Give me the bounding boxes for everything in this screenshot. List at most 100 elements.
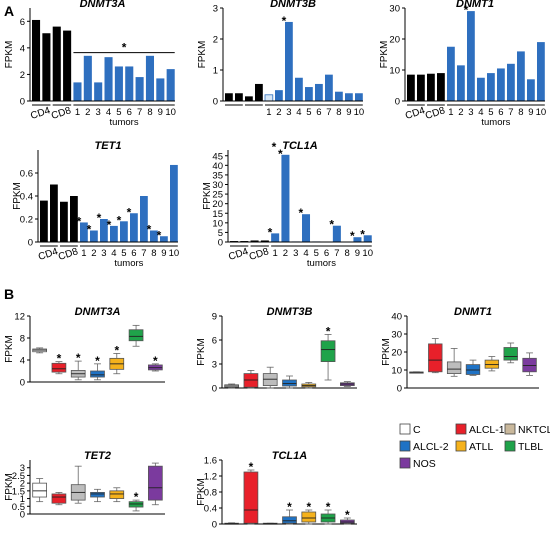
box-nos — [340, 381, 355, 387]
star-marker: * — [272, 140, 277, 154]
bar — [130, 213, 138, 242]
star-marker: * — [329, 218, 334, 232]
y-tick-label: 12 — [14, 312, 25, 323]
bar — [275, 90, 283, 101]
bar — [40, 200, 48, 242]
box-nos — [148, 462, 163, 506]
tumor-tick-label: 8 — [151, 248, 156, 259]
tumor-tick-label: 8 — [147, 107, 152, 118]
legend-item: C — [399, 423, 421, 436]
y-tick-label: 20 — [212, 199, 223, 210]
tumor-tick-label: 9 — [346, 107, 351, 118]
bar — [140, 196, 148, 242]
bar — [90, 230, 98, 242]
bar — [487, 73, 495, 101]
box-nktcl — [262, 522, 278, 525]
y-tick-label: 0 — [28, 238, 33, 249]
chart-title: TCL1A — [282, 140, 318, 152]
legend-label: ALCL-2 — [413, 441, 449, 453]
tumor-tick-label: 3 — [286, 107, 291, 118]
box-iqr — [282, 516, 297, 524]
box-iqr — [243, 471, 259, 524]
legend-label: TLBL — [518, 441, 543, 453]
y-tick-label: 45 — [212, 151, 223, 162]
bar — [527, 79, 535, 101]
legend-swatch — [399, 423, 411, 435]
bar — [285, 21, 293, 102]
tumor-tick-label: 10 — [536, 107, 547, 118]
box-tlbl — [320, 333, 336, 381]
box-alcl-2 — [282, 375, 297, 389]
bar — [120, 221, 128, 242]
y-tick-label: 15 — [212, 209, 223, 220]
chart-title: DNMT3A — [75, 306, 121, 318]
group-label: CD4 — [37, 246, 60, 263]
y-tick-label: 4 — [20, 356, 25, 367]
bar — [125, 66, 134, 101]
bar — [437, 73, 445, 101]
y-tick-label: 4 — [20, 43, 25, 54]
y-axis-label: FPKM — [202, 182, 213, 210]
star-marker: * — [107, 218, 112, 232]
group-label: CD4 — [404, 105, 427, 122]
star-marker: * — [134, 490, 139, 504]
bar — [295, 77, 303, 101]
tumor-tick-label: 3 — [96, 107, 101, 118]
y-tick-label: 0 — [20, 510, 25, 521]
tumor-tick-label: 6 — [127, 107, 132, 118]
y-tick-label: 1 — [20, 494, 25, 505]
bar — [100, 219, 108, 242]
y-tick-label: 0.4 — [20, 192, 33, 203]
y-tick-label: 2 — [213, 35, 218, 46]
box-iqr — [148, 465, 163, 501]
bar — [166, 69, 175, 101]
box-c — [409, 371, 424, 374]
y-tick-label: 5 — [218, 228, 223, 239]
box-iqr — [320, 340, 336, 362]
legend-label: ATLL — [469, 441, 493, 453]
y-axis-label: FPKM — [197, 41, 208, 69]
tumor-tick-label: 10 — [165, 107, 176, 118]
group-label: CD4 — [29, 105, 52, 122]
group-label: CD4 — [227, 246, 250, 263]
y-tick-label: 0.2 — [20, 215, 33, 226]
legend-label: ALCL-1 — [469, 424, 505, 436]
box-iqr — [90, 491, 105, 498]
bar — [315, 83, 323, 101]
box-alcl-2 — [90, 488, 105, 503]
star-marker: * — [117, 213, 122, 227]
bar — [427, 73, 435, 101]
bar — [80, 222, 88, 242]
bar — [114, 66, 123, 101]
tumor-tick-label: 6 — [324, 248, 329, 259]
star-marker: * — [326, 500, 331, 514]
box-tlbl — [320, 509, 336, 525]
bar — [170, 164, 178, 242]
y-tick-label: 1.6 — [204, 456, 217, 467]
bar — [467, 11, 475, 102]
bar — [497, 68, 505, 101]
group-label: CD8 — [248, 246, 271, 263]
y-tick-label: 2 — [20, 479, 25, 490]
bar — [250, 240, 259, 242]
tumor-tick-label: 5 — [488, 107, 493, 118]
tumor-tick-label: 8 — [518, 107, 523, 118]
box-alcl-1 — [428, 338, 443, 374]
star-marker: * — [157, 228, 162, 242]
star-marker: * — [345, 508, 350, 522]
bar — [363, 235, 372, 242]
tumor-tick-label: 8 — [336, 107, 341, 118]
tumor-tick-label: 5 — [314, 248, 319, 259]
star-marker: * — [350, 229, 355, 243]
tumor-tick-label: 10 — [354, 107, 365, 118]
box-iqr — [51, 362, 67, 373]
legend-label: C — [413, 424, 421, 436]
box-atll — [484, 356, 500, 372]
star-marker: * — [77, 214, 82, 228]
bar — [305, 87, 313, 101]
bar — [353, 237, 362, 242]
box-c — [32, 478, 47, 503]
